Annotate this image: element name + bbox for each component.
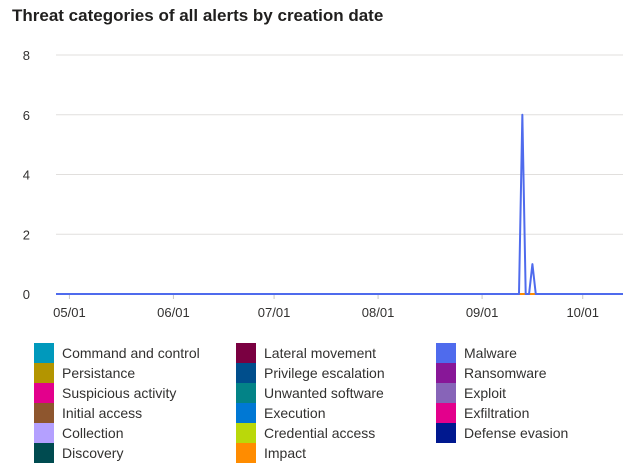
legend-label: Privilege escalation	[264, 365, 385, 381]
gridlines	[56, 54, 623, 295]
legend-swatch	[236, 423, 256, 443]
legend-item-ransomware[interactable]: Ransomware	[436, 363, 606, 383]
legend-label: Initial access	[62, 405, 143, 421]
y-tick-label: 6	[23, 108, 30, 123]
y-tick-label: 8	[23, 48, 30, 63]
legend-label: Ransomware	[464, 365, 547, 381]
legend-label: Unwanted software	[264, 385, 384, 401]
legend-swatch	[236, 443, 256, 463]
legend-label: Lateral movement	[264, 345, 377, 361]
legend-label: Suspicious activity	[62, 385, 177, 401]
series-line-malware	[56, 113, 623, 295]
legend-label: Discovery	[62, 445, 124, 461]
legend-label: Collection	[62, 425, 124, 441]
series-lines	[56, 113, 623, 295]
chart-legend: Command and control Lateral movement Malwa…	[34, 343, 606, 463]
legend-swatch	[236, 403, 256, 423]
legend-swatch	[34, 443, 54, 463]
line-chart: 0 2 4 6 8 05/01 06/01 07/01 08/01 09/01 10/01	[23, 48, 623, 320]
x-axis-ticks: 05/01 06/01 07/01 08/01 09/01 10/01	[53, 294, 599, 320]
legend-item-command-and-control[interactable]: Command and control	[34, 343, 236, 363]
legend-swatch	[436, 343, 456, 363]
legend-label: Defense evasion	[464, 425, 569, 441]
legend-swatch	[436, 403, 456, 423]
legend-swatch	[34, 363, 54, 383]
legend-label: Persistance	[62, 365, 136, 381]
legend-item-impact[interactable]: Impact	[236, 443, 436, 463]
x-tick-label: 07/01	[258, 305, 291, 320]
legend-swatch	[34, 343, 54, 363]
legend-item-suspicious-activity[interactable]: Suspicious activity	[34, 383, 236, 403]
legend-swatch	[236, 383, 256, 403]
y-axis-ticks: 0 2 4 6 8	[23, 48, 30, 302]
legend-item-collection[interactable]: Collection	[34, 423, 236, 443]
legend-item-defense-evasion[interactable]: Defense evasion	[436, 423, 606, 443]
legend-swatch	[436, 363, 456, 383]
chart-title: Threat categories of all alerts by creat…	[12, 6, 384, 25]
legend-label: Credential access	[264, 425, 376, 441]
legend-label: Execution	[264, 405, 326, 421]
legend-item-privilege-escalation[interactable]: Privilege escalation	[236, 363, 436, 383]
x-tick-label: 09/01	[466, 305, 499, 320]
legend-swatch	[34, 403, 54, 423]
x-tick-label: 08/01	[362, 305, 395, 320]
legend-item-initial-access[interactable]: Initial access	[34, 403, 236, 423]
legend-swatch	[436, 383, 456, 403]
x-tick-label: 05/01	[53, 305, 86, 320]
legend-swatch	[34, 383, 54, 403]
legend-swatch	[34, 423, 54, 443]
legend-label: Impact	[264, 445, 307, 461]
legend-swatch	[236, 343, 256, 363]
legend-label: Malware	[464, 345, 517, 361]
legend-item-malware[interactable]: Malware	[436, 343, 606, 363]
x-tick-label: 10/01	[566, 305, 599, 320]
y-tick-label: 4	[23, 168, 30, 183]
x-tick-label: 06/01	[157, 305, 190, 320]
legend-item-discovery[interactable]: Discovery	[34, 443, 236, 463]
legend-item-lateral-movement[interactable]: Lateral movement	[236, 343, 436, 363]
legend-swatch	[236, 363, 256, 383]
legend-item-exploit[interactable]: Exploit	[436, 383, 606, 403]
legend-item-exfiltration[interactable]: Exfiltration	[436, 403, 606, 423]
legend-label: Command and control	[62, 345, 200, 361]
legend-swatch	[436, 423, 456, 443]
y-tick-label: 2	[23, 227, 30, 242]
legend-label: Exfiltration	[464, 405, 530, 421]
y-tick-label: 0	[23, 287, 30, 302]
legend-item-persistance[interactable]: Persistance	[34, 363, 236, 383]
legend-item-unwanted-software[interactable]: Unwanted software	[236, 383, 436, 403]
legend-label: Exploit	[464, 385, 507, 401]
legend-item-credential-access[interactable]: Credential access	[236, 423, 436, 443]
legend-item-execution[interactable]: Execution	[236, 403, 436, 423]
